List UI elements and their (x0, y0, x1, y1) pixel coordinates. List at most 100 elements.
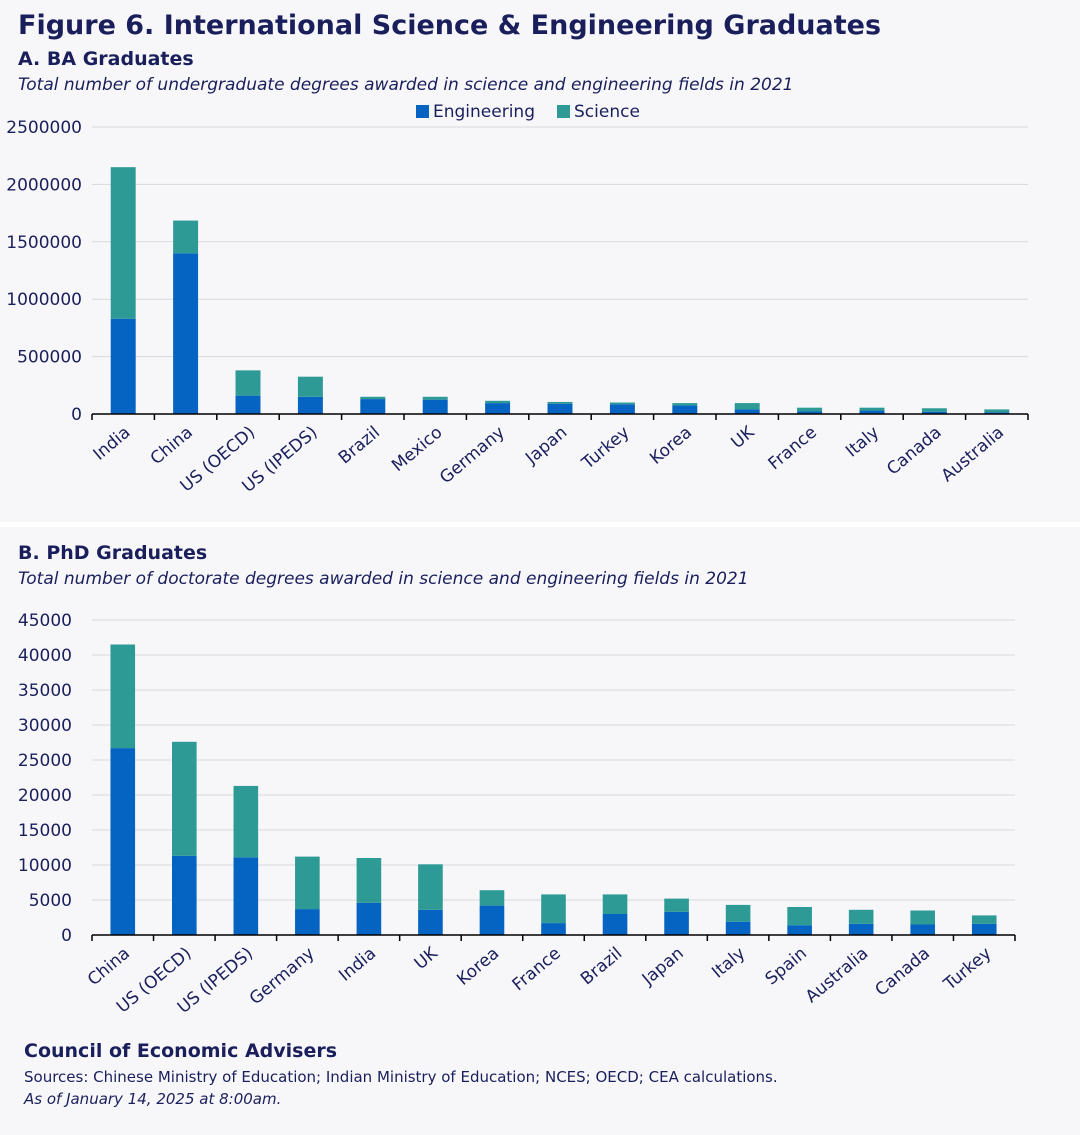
category-label: UK (727, 422, 759, 453)
panel-b-subtitle: Total number of doctorate degrees awarde… (18, 569, 749, 589)
y-tick-label: 25000 (18, 751, 72, 771)
bar-engineering (235, 395, 261, 414)
legend-label-engineering: Engineering (433, 102, 535, 122)
bar-science (479, 890, 505, 906)
bar-science (295, 856, 320, 910)
bar-science (171, 741, 197, 856)
bar-engineering (110, 748, 136, 935)
bar-science (547, 401, 573, 404)
y-tick-label: 30000 (18, 716, 72, 736)
bar-engineering (171, 855, 197, 935)
bar-engineering (418, 909, 443, 935)
footer-date: As of January 14, 2025 at 8:00am. (24, 1090, 282, 1108)
y-tick-label: 20000 (18, 786, 72, 806)
category-label: Mexico (388, 423, 446, 476)
category-label: China (147, 423, 197, 470)
category-label: Japan (638, 944, 688, 990)
category-label: Australia (938, 423, 1008, 487)
bar-science (609, 402, 635, 405)
figure-title: Figure 6. International Science & Engine… (18, 10, 882, 41)
legend-swatch-engineering (416, 105, 429, 118)
bar-science (173, 220, 199, 254)
y-tick-label: 40000 (18, 646, 72, 666)
bar-engineering (541, 923, 566, 935)
bar-science (984, 409, 1010, 413)
bar-engineering (921, 411, 947, 414)
bar-engineering (725, 921, 751, 935)
category-label: France (509, 944, 565, 996)
bar-engineering (110, 318, 136, 414)
bar-science (921, 408, 947, 412)
bar-science (356, 858, 382, 903)
bar-engineering (848, 923, 874, 935)
bar-science (110, 167, 136, 319)
category-label: India (335, 944, 380, 986)
category-label: UK (411, 943, 443, 974)
ba-graduates-chart: 0 500000 1000000 1500000 2000000 2500000 India… (6, 102, 1029, 497)
bar-engineering (297, 396, 323, 414)
y-tick-label: 2000000 (6, 175, 82, 195)
category-label: Germany (246, 944, 319, 1010)
panel-ba-graduates: Figure 6. International Science & Engine… (0, 0, 1080, 522)
footer-sources: Sources: Chinese Ministry of Education; … (24, 1068, 778, 1086)
bar-engineering (479, 905, 505, 935)
bar-science (235, 370, 261, 396)
bar-engineering (485, 403, 511, 414)
y-tick-label: 35000 (18, 681, 72, 701)
bar-engineering (295, 909, 320, 935)
bar-engineering (422, 399, 448, 414)
category-label: Italy (708, 944, 749, 983)
category-label: India (90, 423, 135, 465)
bar-science (233, 785, 259, 858)
bar-science (848, 909, 874, 924)
panel-a-subtitle: Total number of undergraduate degrees aw… (18, 75, 794, 95)
bar-engineering (602, 914, 628, 935)
bar-engineering (173, 253, 199, 414)
bar-science (541, 894, 566, 924)
bar-engineering (797, 411, 823, 414)
legend-swatch-science (557, 105, 570, 118)
category-label: Italy (842, 423, 883, 462)
y-tick-label: 5000 (29, 891, 72, 911)
bar-science (910, 910, 936, 925)
bar-science (797, 407, 823, 412)
category-label: Korea (646, 423, 696, 469)
category-label: Spain (762, 944, 811, 990)
category-label: Japan (521, 423, 571, 469)
category-label: Germany (436, 423, 509, 489)
bar-engineering (547, 403, 573, 414)
y-tick-label: 1500000 (6, 233, 82, 253)
category-label: Turkey (939, 944, 995, 996)
bar-engineering (859, 410, 885, 414)
y-tick-label: 500000 (17, 348, 82, 368)
category-label: Brazil (577, 944, 626, 990)
panel-b-title: B. PhD Graduates (18, 542, 208, 564)
bar-science (110, 644, 136, 749)
bar-engineering (984, 412, 1010, 414)
bar-science (859, 407, 885, 411)
y-tick-label: 45000 (18, 611, 72, 631)
panel-phd-graduates: B. PhD Graduates Total number of doctora… (0, 527, 1080, 1135)
bar-engineering (233, 857, 259, 935)
bar-engineering (360, 399, 386, 414)
bar-science (360, 396, 386, 400)
bar-science (418, 864, 443, 910)
phd-graduates-chart: 0 5000 10000 15000 20000 25000 30000 35000 40000… (18, 611, 1016, 1018)
y-tick-label: 15000 (18, 821, 72, 841)
category-label: China (84, 944, 134, 991)
y-tick-label: 2500000 (6, 118, 82, 138)
bar-science (672, 403, 698, 406)
y-tick-label: 0 (61, 926, 72, 946)
bar-science (971, 915, 997, 924)
bar-science (787, 907, 812, 926)
bar-engineering (609, 404, 635, 414)
bar-science (734, 403, 760, 410)
category-label: Turkey (578, 423, 634, 475)
bar-engineering (910, 924, 936, 935)
bar-engineering (734, 409, 760, 414)
category-label: Korea (453, 944, 503, 990)
category-label: Australia (802, 944, 872, 1008)
y-tick-label: 10000 (18, 856, 72, 876)
bar-science (664, 898, 689, 912)
category-label: France (765, 423, 821, 475)
